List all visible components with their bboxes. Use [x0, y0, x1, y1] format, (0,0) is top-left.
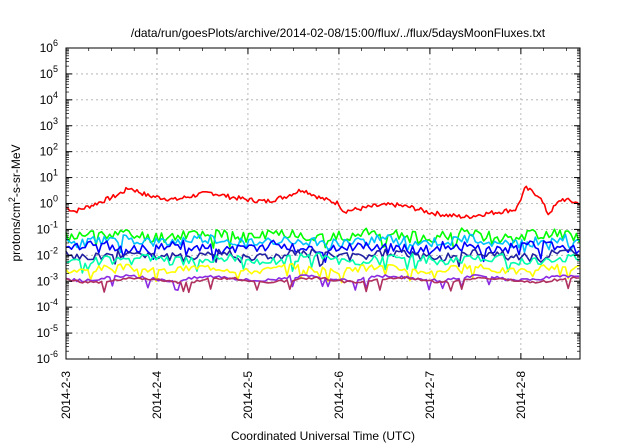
y-tick-label: 102	[40, 142, 58, 159]
grid	[66, 48, 580, 359]
y-axis-label-part: -s-sr-MeV	[9, 144, 23, 197]
y-tick-label: 10-5	[37, 323, 58, 340]
series-line	[65, 252, 580, 274]
series-line	[65, 185, 580, 220]
series-line	[65, 262, 580, 284]
y-tick-label: 106	[40, 38, 58, 55]
y-tick-label: 10-1	[37, 219, 58, 236]
series-line	[65, 239, 580, 263]
y-tick-label: 10-3	[37, 271, 58, 288]
x-tick-label: 2014-2-8	[514, 371, 528, 419]
y-tick-label: 10-6	[37, 349, 58, 366]
y-tick-label: 105	[40, 64, 58, 81]
x-tick-label: 2014-2-6	[332, 371, 346, 419]
y-axis-label: protons/cm2-s-sr-MeV	[7, 144, 23, 261]
x-tick-label: 2014-2-4	[150, 371, 164, 419]
y-axis-label-part: protons/cm	[9, 202, 23, 261]
y-tick-label: 101	[40, 168, 58, 185]
y-tick-label: 10-2	[37, 245, 58, 262]
chart-title: /data/run/goesPlots/archive/2014-02-08/1…	[131, 26, 546, 40]
series-line	[65, 248, 580, 268]
series-group	[65, 185, 580, 294]
x-tick-label: 2014-2-3	[59, 371, 73, 419]
y-tick-label: 100	[40, 194, 58, 211]
y-axis: 10-6 10-5 10-4 10-3 10-2 10-1 100 101 102 103 104 1…	[37, 38, 580, 366]
series-line	[65, 276, 580, 294]
x-axis: 2014-2-3 2014-2-4 2014-2-5 2014-2-6 2014-2-7…	[59, 48, 567, 419]
x-tick-label: 2014-2-7	[423, 371, 437, 419]
series-line	[65, 233, 580, 254]
series-line	[65, 274, 580, 291]
y-tick-label: 10-4	[37, 297, 58, 314]
y-tick-label: 104	[40, 90, 58, 107]
y-axis-label-superscript: 2	[7, 197, 17, 202]
y-tick-label: 103	[40, 116, 58, 133]
x-tick-label: 2014-2-5	[241, 371, 255, 419]
x-axis-label: Coordinated Universal Time (UTC)	[231, 429, 415, 443]
